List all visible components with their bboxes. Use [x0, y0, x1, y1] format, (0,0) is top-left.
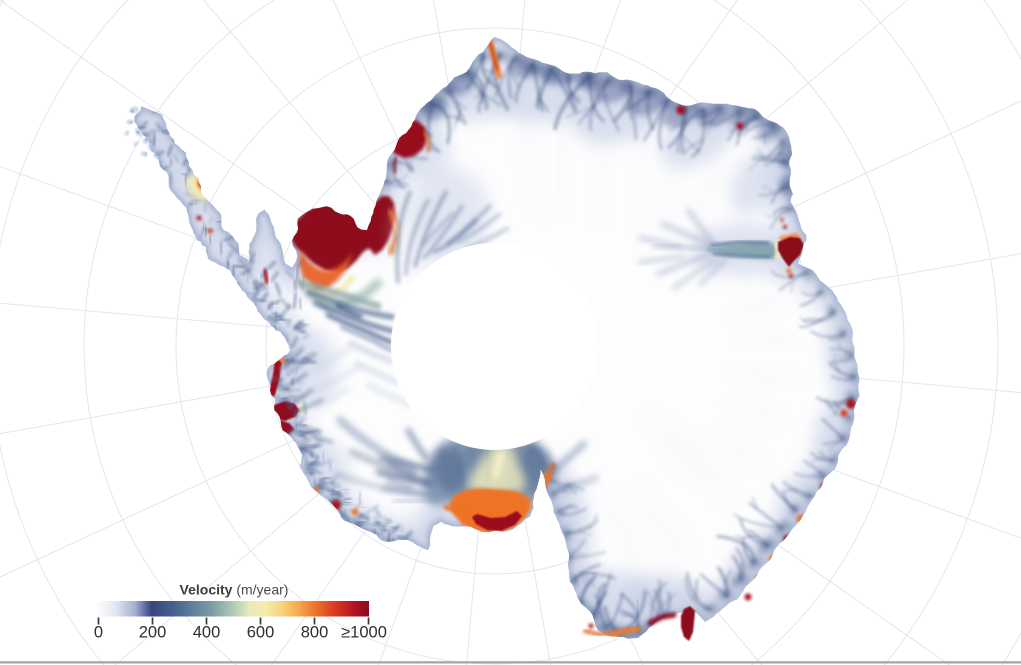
- svg-text:Velocity (m/year): Velocity (m/year): [180, 582, 289, 598]
- svg-text:200: 200: [139, 624, 167, 642]
- svg-text:400: 400: [193, 624, 221, 642]
- svg-text:600: 600: [247, 624, 275, 642]
- svg-text:0: 0: [94, 624, 103, 642]
- svg-text:800: 800: [301, 624, 329, 642]
- svg-text:≥1000: ≥1000: [341, 624, 387, 642]
